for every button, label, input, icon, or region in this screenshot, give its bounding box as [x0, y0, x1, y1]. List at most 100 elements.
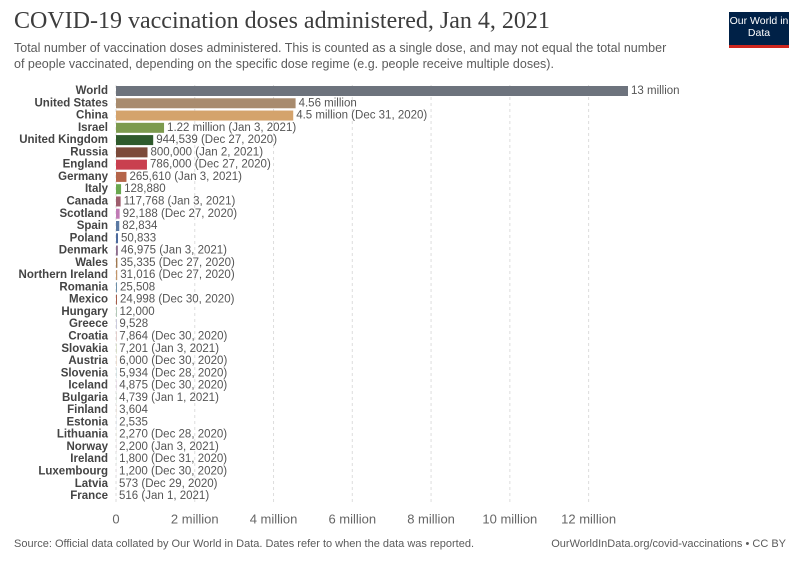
value-label: 92,188 (Dec 27, 2020)	[123, 208, 238, 220]
value-label: 2,270 (Dec 28, 2020)	[119, 429, 227, 441]
chart-title: COVID-19 vaccination doses administered,…	[14, 8, 550, 34]
category-label: Estonia	[66, 416, 108, 428]
bar	[116, 135, 154, 146]
category-label: Northern Ireland	[19, 269, 108, 281]
category-label: Bulgaria	[62, 392, 109, 404]
bar	[116, 233, 119, 244]
x-tick-label: 6 million	[328, 511, 376, 526]
value-label: 117,768 (Jan 3, 2021)	[124, 195, 236, 207]
value-label: 13 million	[631, 85, 680, 97]
x-tick-label: 2 million	[171, 511, 219, 526]
value-label: 573 (Dec 29, 2020)	[119, 478, 218, 490]
source-note: Source: Official data collated by Our Wo…	[14, 538, 474, 550]
category-label: United States	[35, 97, 109, 109]
category-label: China	[76, 110, 109, 122]
category-label: Romania	[59, 281, 108, 293]
value-label: 516 (Jan 1, 2021)	[119, 490, 209, 502]
source-url[interactable]: OurWorldInData.org/covid-vaccinations • …	[551, 538, 786, 550]
category-label: Russia	[70, 146, 108, 158]
x-tick-label: 4 million	[250, 511, 298, 526]
value-label: 7,201 (Jan 3, 2021)	[119, 343, 219, 355]
category-label: Iceland	[68, 380, 108, 392]
category-label: Denmark	[59, 245, 109, 257]
value-label: 25,508	[120, 281, 155, 293]
value-label: 786,000 (Dec 27, 2020)	[150, 159, 271, 171]
value-label: 50,833	[121, 232, 156, 244]
category-label: Scotland	[59, 208, 108, 220]
category-label: Israel	[78, 122, 108, 134]
bar	[116, 196, 121, 207]
value-label: 265,610 (Jan 3, 2021)	[129, 171, 242, 183]
category-label: Wales	[75, 257, 108, 269]
bar	[116, 147, 148, 158]
value-label: 944,539 (Dec 27, 2020)	[156, 134, 277, 146]
value-label: 4.56 million	[299, 97, 357, 109]
value-label: 7,864 (Dec 30, 2020)	[119, 330, 227, 342]
category-label: Norway	[66, 441, 108, 453]
value-label: 800,000 (Jan 2, 2021)	[151, 146, 264, 158]
value-label: 5,934 (Dec 28, 2020)	[119, 367, 227, 379]
value-label: 82,834	[122, 220, 158, 232]
category-label: Poland	[70, 232, 108, 244]
category-label: Greece	[69, 318, 108, 330]
bar	[116, 159, 147, 170]
value-label: 2,535	[119, 416, 148, 428]
category-label: United Kingdom	[19, 134, 108, 146]
value-label: 1,800 (Dec 31, 2020)	[119, 453, 227, 465]
bar	[116, 221, 120, 231]
category-label: Italy	[85, 183, 109, 195]
logo[interactable]: Our World in Data	[729, 12, 789, 48]
value-label: 1,200 (Dec 30, 2020)	[119, 465, 227, 477]
bar	[116, 245, 118, 256]
category-label: Spain	[77, 220, 108, 232]
bar	[116, 171, 127, 182]
bar	[116, 270, 118, 281]
value-label: 9,528	[119, 318, 148, 330]
category-label: France	[70, 490, 108, 502]
bar	[116, 86, 628, 96]
x-tick-label: 0	[112, 511, 119, 526]
category-label: Ireland	[70, 453, 108, 465]
value-label: 2,200 (Jan 3, 2021)	[119, 441, 219, 453]
value-label: 24,998 (Dec 30, 2020)	[120, 294, 235, 306]
bar	[116, 294, 117, 305]
chart-subtitle: Total number of vaccination doses admini…	[14, 41, 667, 71]
category-label: Lithuania	[57, 429, 109, 441]
value-label: 3,604	[119, 404, 148, 416]
category-label: Latvia	[75, 478, 109, 490]
category-label: Hungary	[61, 306, 108, 318]
bar	[116, 98, 296, 109]
bar	[116, 184, 122, 195]
category-label: Slovakia	[61, 343, 108, 355]
category-label: England	[63, 159, 108, 171]
category-label: Finland	[67, 404, 108, 416]
bar	[116, 257, 118, 268]
x-tick-label: 8 million	[407, 511, 455, 526]
x-tick-label: 10 million	[482, 511, 537, 526]
value-label: 128,880	[124, 183, 166, 195]
x-tick-label: 12 million	[561, 511, 616, 526]
category-label: Germany	[58, 171, 108, 183]
category-label: Slovenia	[61, 367, 109, 379]
value-label: 46,975 (Jan 3, 2021)	[121, 245, 227, 257]
value-label: 1.22 million (Jan 3, 2021)	[167, 122, 296, 134]
category-label: Austria	[68, 355, 108, 367]
value-label: 4,739 (Jan 1, 2021)	[119, 392, 219, 404]
bar	[116, 122, 165, 133]
value-label: 12,000	[119, 306, 154, 318]
value-label: 4.5 million (Dec 31, 2020)	[296, 110, 427, 122]
value-label: 4,875 (Dec 30, 2020)	[119, 380, 227, 392]
bar	[116, 282, 118, 293]
category-label: Canada	[66, 195, 108, 207]
value-label: 6,000 (Dec 30, 2020)	[119, 355, 227, 367]
category-label: World	[76, 85, 108, 97]
value-label: 31,016 (Dec 27, 2020)	[120, 269, 235, 281]
category-label: Mexico	[69, 294, 108, 306]
bar	[116, 110, 294, 121]
value-label: 35,335 (Dec 27, 2020)	[120, 257, 235, 269]
category-label: Luxembourg	[38, 465, 108, 477]
bar	[116, 208, 120, 219]
category-label: Croatia	[68, 330, 108, 342]
